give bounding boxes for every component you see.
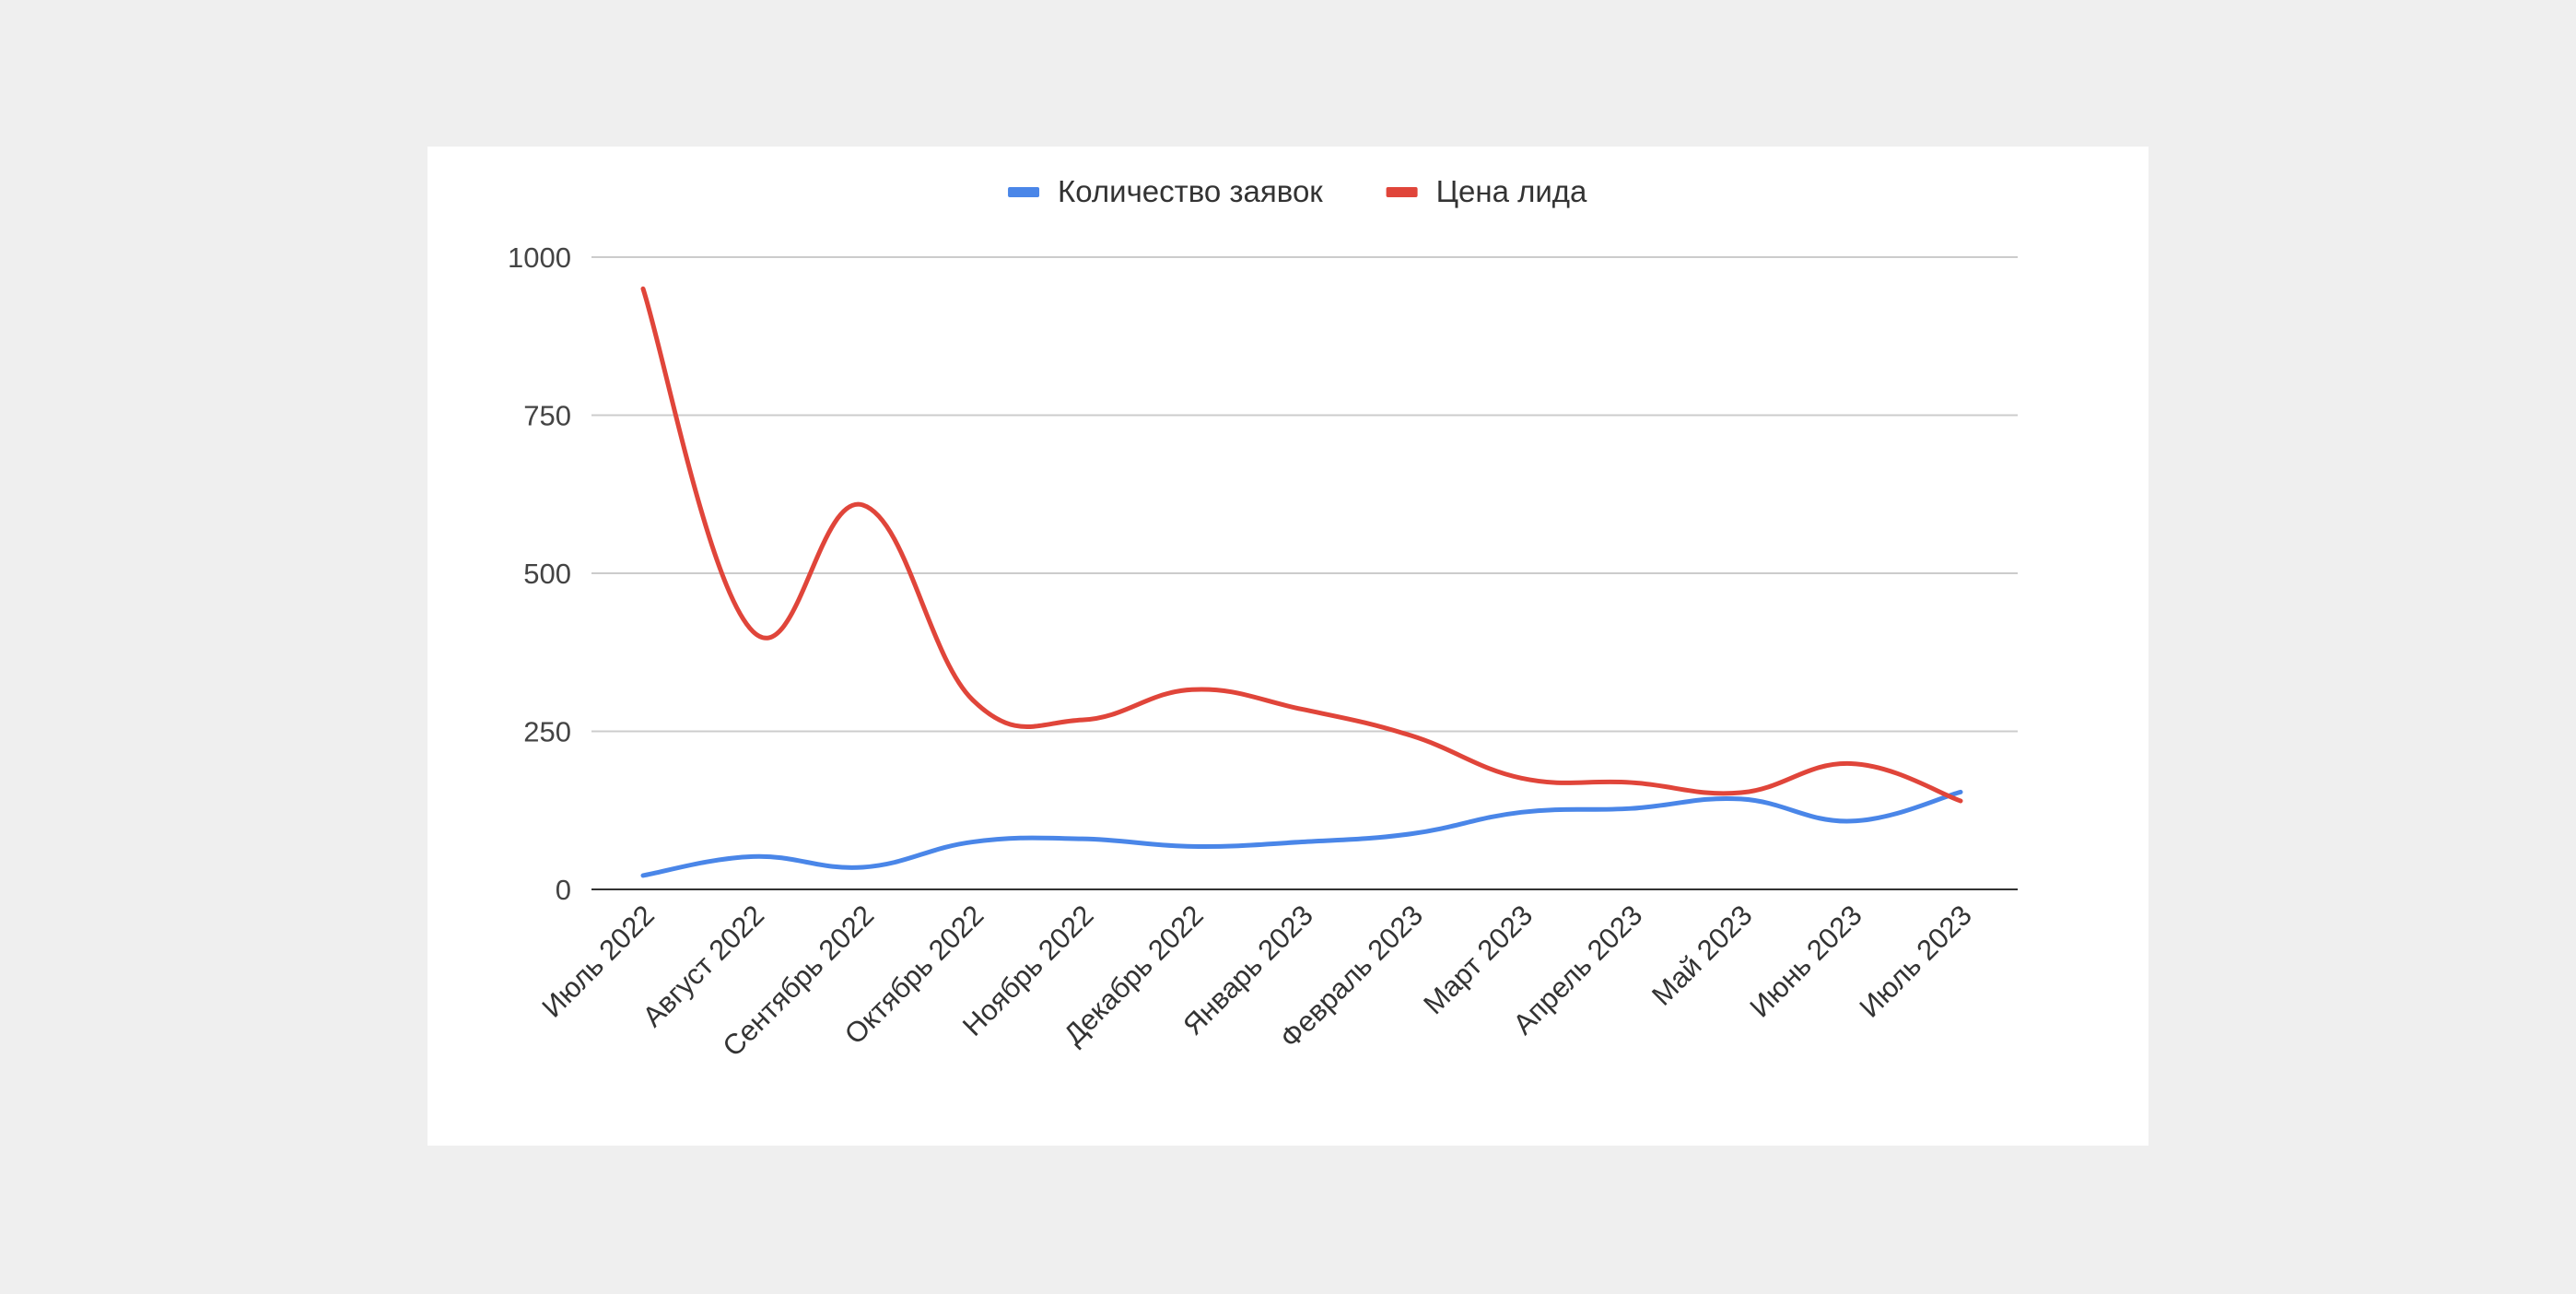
data-point bbox=[640, 286, 646, 291]
series-lines bbox=[640, 286, 1963, 878]
data-point bbox=[860, 502, 865, 508]
series-line-0 bbox=[640, 789, 1963, 878]
data-point bbox=[1739, 790, 1744, 795]
data-point bbox=[1189, 687, 1195, 692]
chart-card: 0 250 500 750 1000 Июль 2022 Август 2022 Сентяб… bbox=[427, 147, 2149, 1146]
data-point bbox=[1299, 840, 1305, 845]
y-tick-label: 1000 bbox=[508, 241, 571, 274]
data-point bbox=[1958, 798, 1963, 804]
x-tick-label: Июнь 2023 bbox=[1743, 899, 1868, 1023]
data-point bbox=[1299, 706, 1305, 712]
x-tick-label: Июль 2023 bbox=[1853, 899, 1978, 1024]
legend-item-0[interactable]: Количество заявок bbox=[1008, 174, 1323, 208]
legend-swatch bbox=[1386, 187, 1418, 197]
legend: Количество заявок Цена лида bbox=[1008, 174, 1587, 208]
data-point bbox=[1080, 836, 1085, 841]
data-point bbox=[1409, 831, 1414, 837]
y-tick-label: 250 bbox=[523, 716, 571, 748]
y-tick-label: 0 bbox=[556, 874, 571, 906]
data-point bbox=[970, 840, 976, 845]
series-line-1 bbox=[640, 286, 1963, 804]
data-point bbox=[1629, 806, 1634, 811]
data-point bbox=[860, 865, 865, 870]
legend-item-1[interactable]: Цена лида bbox=[1386, 174, 1587, 208]
data-point bbox=[1848, 760, 1854, 766]
x-tick-label: Май 2023 bbox=[1645, 899, 1759, 1012]
legend-label: Количество заявок bbox=[1058, 174, 1323, 208]
y-tick-label: 500 bbox=[523, 558, 571, 590]
data-point bbox=[1739, 796, 1744, 802]
y-tick-label: 750 bbox=[523, 400, 571, 432]
data-point bbox=[970, 697, 976, 702]
legend-label: Цена лида bbox=[1436, 174, 1587, 208]
data-point bbox=[1518, 809, 1524, 815]
data-point bbox=[750, 629, 755, 634]
data-point bbox=[1958, 789, 1963, 794]
data-point bbox=[1409, 733, 1414, 738]
data-point bbox=[1518, 775, 1524, 781]
data-point bbox=[1848, 818, 1854, 824]
data-point bbox=[750, 853, 755, 859]
data-point bbox=[1189, 843, 1195, 849]
data-point bbox=[1080, 717, 1085, 723]
gridlines bbox=[591, 256, 2018, 733]
data-point bbox=[640, 873, 646, 878]
x-tick-label: Март 2023 bbox=[1417, 899, 1539, 1020]
legend-swatch bbox=[1008, 187, 1040, 197]
data-point bbox=[1629, 780, 1634, 785]
